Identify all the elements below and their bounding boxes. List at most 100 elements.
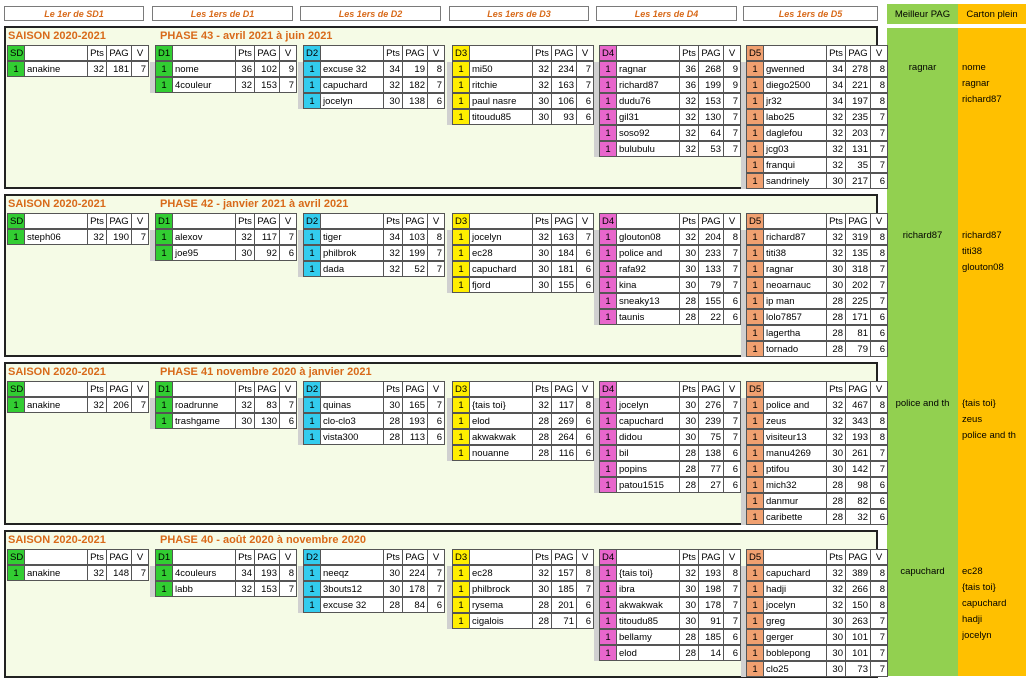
player-name: ritchie [469, 77, 533, 93]
pts-cell: 28 [679, 477, 699, 493]
pag-cell: 81 [845, 325, 871, 341]
rank-cell: 1 [7, 397, 25, 413]
table-row: 1 richard87 36 199 9 [599, 77, 741, 94]
table-header-row: D3 Pts PAG V [452, 381, 594, 398]
rank-cell: 1 [303, 93, 321, 109]
rank-cell: 1 [746, 613, 764, 629]
v-cell: 7 [279, 77, 297, 93]
division-label: D5 [746, 213, 764, 229]
best-pag-name: police and th [895, 398, 950, 409]
pts-cell: 32 [532, 397, 552, 413]
pts-cell: 30 [532, 581, 552, 597]
player-name: visiteur13 [763, 429, 827, 445]
pag-cell: 93 [551, 109, 577, 125]
pts-cell: 30 [826, 645, 846, 661]
player-name: ibra [616, 581, 680, 597]
division-table-d3: D3 Pts PAG V 1 ec28 32 157 8 1 philbrock 30 185 7 1 rys… [447, 549, 595, 630]
pag-cell: 106 [551, 93, 577, 109]
header-d2: Les 1ers de D2 [300, 6, 441, 21]
v-cell: 8 [723, 229, 741, 245]
rank-cell: 1 [599, 461, 617, 477]
player-name: lolo7857 [763, 309, 827, 325]
rank-cell: 1 [599, 277, 617, 293]
header-v: V [870, 381, 888, 397]
table-header-row: D2 Pts PAG V [303, 45, 445, 62]
header-sd1: Le 1er de SD1 [4, 6, 144, 21]
rank-cell: 1 [452, 261, 470, 277]
header-v: V [131, 213, 149, 229]
table-header-row: D4 Pts PAG V [599, 549, 741, 566]
table-row: 1 dudu76 32 153 7 [599, 93, 741, 110]
player-name: jocelyn [320, 93, 384, 109]
pts-cell: 32 [679, 229, 699, 245]
table-row: 1 gil31 32 130 7 [599, 109, 741, 126]
table-row: 1 police and 32 467 8 [746, 397, 888, 414]
pag-cell: 269 [551, 413, 577, 429]
table-header-row: D4 Pts PAG V [599, 213, 741, 230]
pts-cell: 30 [826, 629, 846, 645]
player-name: tiger [320, 229, 384, 245]
player-name: richard87 [616, 77, 680, 93]
player-name: jocelyn [469, 229, 533, 245]
v-cell: 7 [279, 229, 297, 245]
table-header-row: D3 Pts PAG V [452, 45, 594, 62]
pts-cell: 32 [826, 565, 846, 581]
rank-cell: 1 [746, 157, 764, 173]
rank-cell: 1 [746, 629, 764, 645]
pts-cell: 32 [679, 125, 699, 141]
pts-cell: 34 [235, 565, 255, 581]
pts-cell: 32 [826, 229, 846, 245]
pts-cell: 32 [826, 141, 846, 157]
table-shadow [447, 566, 453, 629]
phase-title: PHASE 42 - janvier 2021 à avril 2021 [160, 198, 349, 210]
carton-plein-name: nome [962, 62, 986, 73]
rank-cell: 1 [599, 429, 617, 445]
carton-plein-name: ec28 [962, 566, 983, 577]
v-cell: 8 [870, 61, 888, 77]
division-label: D5 [746, 381, 764, 397]
pts-cell: 30 [679, 429, 699, 445]
pag-cell: 199 [402, 245, 428, 261]
v-cell: 7 [870, 645, 888, 661]
pag-cell: 71 [551, 613, 577, 629]
player-name: didou [616, 429, 680, 445]
v-cell: 8 [427, 61, 445, 77]
table-row: 1 4couleur 32 153 7 [155, 77, 297, 94]
player-name: sandrinely [763, 173, 827, 189]
header-pag: PAG [402, 381, 428, 397]
player-name: 4couleurs [172, 565, 236, 581]
player-name: labo25 [763, 109, 827, 125]
player-name: rafa92 [616, 261, 680, 277]
division-table-d3: D3 Pts PAG V 1 mi50 32 234 7 1 ritchie 32 163 7 1 paul … [447, 45, 595, 126]
player-name: titoudu85 [469, 109, 533, 125]
v-cell: 7 [723, 429, 741, 445]
rank-cell: 1 [746, 581, 764, 597]
v-cell: 6 [427, 93, 445, 109]
v-cell: 7 [576, 581, 594, 597]
player-name: taunis [616, 309, 680, 325]
v-cell: 7 [279, 397, 297, 413]
pag-cell: 263 [845, 613, 871, 629]
pts-cell: 30 [679, 397, 699, 413]
rank-cell: 1 [746, 661, 764, 677]
pag-cell: 79 [845, 341, 871, 357]
player-name: anakine [24, 61, 88, 77]
rank-cell: 1 [452, 61, 470, 77]
table-row: 1 glouton08 32 204 8 [599, 229, 741, 246]
pag-cell: 343 [845, 413, 871, 429]
carton-plein-name: capuchard [962, 598, 1007, 609]
carton-plein-name: hadji [962, 614, 983, 625]
v-cell: 8 [870, 429, 888, 445]
pts-cell: 28 [532, 597, 552, 613]
v-cell: 7 [427, 77, 445, 93]
phase-title: PHASE 41 novembre 2020 à janvier 2021 [160, 366, 372, 378]
table-row: 1 capuchard 30 181 6 [452, 261, 594, 278]
division-label: D3 [452, 45, 470, 61]
player-name: tornado [763, 341, 827, 357]
header-pts: Pts [235, 381, 255, 397]
table-row: 1 excuse 32 34 19 8 [303, 61, 445, 78]
table-row: 1 boblepong 30 101 7 [746, 645, 888, 662]
division-table-d4: D4 Pts PAG V 1 ragnar 36 268 9 1 richard87 36 199 9 1 d… [594, 45, 742, 158]
